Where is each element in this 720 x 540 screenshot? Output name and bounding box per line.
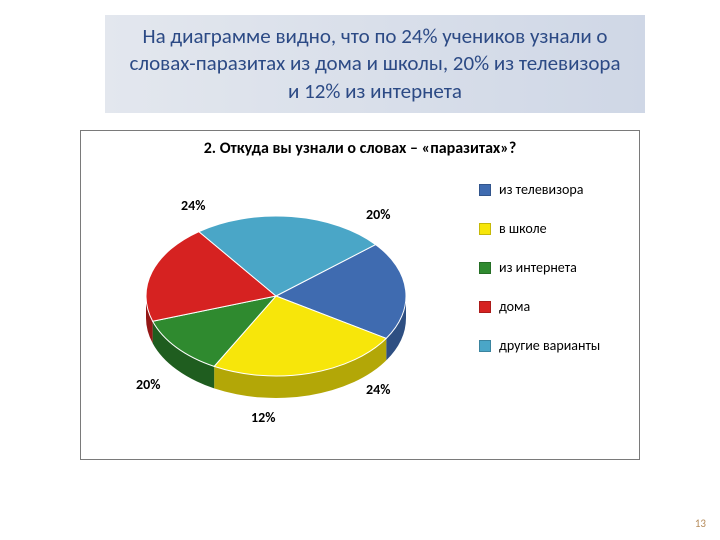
legend-item-other: другие варианты (479, 337, 629, 354)
legend-label: в школе (499, 220, 547, 237)
chart-frame: 2. Откуда вы узнали о словах – «паразита… (80, 130, 640, 460)
legend-item-home: дома (479, 298, 629, 315)
chart-title: 2. Откуда вы узнали о словах – «паразита… (81, 139, 639, 158)
slide: На диаграмме видно, что по 24% учеников … (0, 0, 720, 540)
legend-label: из телевизора (499, 181, 583, 198)
legend-item-internet: из интернета (479, 259, 629, 276)
swatch-other (479, 340, 491, 352)
legend-label: другие варианты (499, 337, 600, 354)
swatch-tv (479, 184, 491, 196)
legend-label: из интернета (499, 259, 577, 276)
legend: из телевизора в школе из интернета дома … (479, 181, 629, 376)
label-home: 20% (136, 376, 160, 393)
label-other: 24% (181, 197, 205, 214)
title-band: На диаграмме видно, что по 24% учеников … (105, 15, 645, 113)
swatch-home (479, 301, 491, 313)
slide-title: На диаграмме видно, что по 24% учеников … (127, 23, 623, 105)
legend-item-tv: из телевизора (479, 181, 629, 198)
page-number: 13 (695, 517, 706, 530)
pie-chart: 20% 24% 12% 20% 24% (111, 181, 441, 441)
label-tv: 20% (366, 206, 390, 223)
swatch-internet (479, 262, 491, 274)
legend-item-school: в школе (479, 220, 629, 237)
label-school: 24% (366, 381, 390, 398)
swatch-school (479, 223, 491, 235)
legend-label: дома (499, 298, 530, 315)
label-internet: 12% (251, 409, 275, 426)
